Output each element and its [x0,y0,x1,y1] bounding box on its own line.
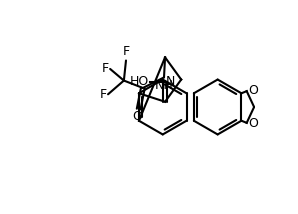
Text: O: O [249,117,258,130]
Text: F: F [102,62,109,76]
Text: F: F [122,45,130,58]
Text: O: O [249,84,258,97]
Text: HO: HO [130,75,149,88]
Text: N: N [166,75,176,88]
Text: F: F [100,88,107,101]
Text: O: O [133,110,142,123]
Text: NH: NH [155,79,173,92]
